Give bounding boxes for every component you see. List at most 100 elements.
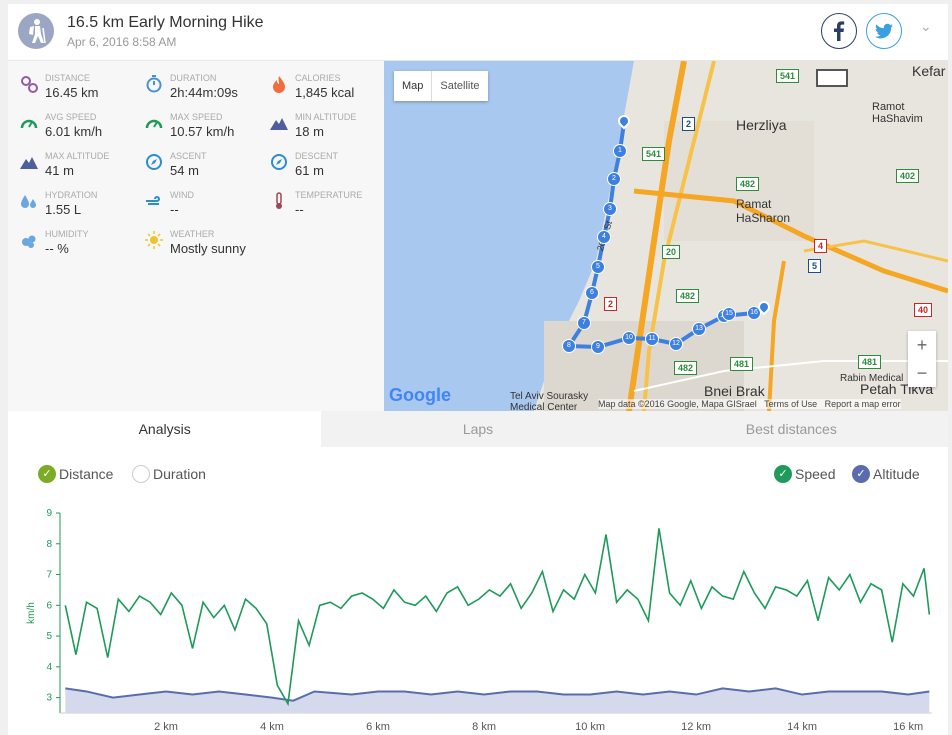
speed-toggle[interactable]: ✓ Speed [774, 465, 835, 483]
stat-temperature: TEMPERATURE -- [270, 188, 390, 224]
route-marker[interactable]: 12 [669, 337, 683, 351]
city-label-herzliya: Herzliya [736, 117, 787, 133]
x-tick-label: 4 km [260, 721, 284, 733]
road-shield: 541 [642, 147, 666, 161]
duration-toggle-label: Duration [153, 466, 206, 482]
activity-card: 16.5 km Early Morning Hike Apr 6, 2016 8… [8, 4, 948, 735]
mountain-icon [270, 118, 288, 130]
route-marker[interactable]: 15 [722, 307, 736, 321]
tab-analysis[interactable]: Analysis [8, 411, 322, 447]
stat-weather: WEATHER Mostly sunny [145, 227, 265, 263]
local-road [633, 360, 948, 392]
road-shield: 20 [662, 245, 681, 259]
chevron-down-icon[interactable]: ⌄ [920, 18, 932, 34]
stat-distance: DISTANCE 16.45 km [20, 71, 140, 107]
stat-label: AVG SPEED [45, 112, 97, 122]
speed-series-line [64, 528, 931, 707]
route-marker[interactable]: 7 [577, 316, 591, 330]
route-marker[interactable]: 4 [597, 230, 611, 244]
report-link[interactable]: Report a map error [824, 399, 901, 409]
route-marker[interactable]: 9 [591, 340, 605, 354]
y-tick-label: 9 [46, 508, 52, 519]
x-tick-label: 10 km [575, 721, 605, 733]
activity-title: 16.5 km Early Morning Hike [67, 14, 264, 31]
route-marker[interactable]: 8 [562, 339, 576, 353]
route-map[interactable]: Map Satellite Herzliya Ramat HaSharon Ra… [384, 61, 948, 411]
x-tick-label: 6 km [366, 721, 390, 733]
facebook-icon [834, 21, 845, 41]
stat-hydration: HYDRATION 1.55 L [20, 188, 140, 224]
highway-5 [633, 188, 948, 294]
city-label-ramot-hashavim: Ramot HaShavim [872, 101, 923, 125]
route-marker[interactable]: 3 [603, 202, 617, 216]
satellite-view-button[interactable]: Satellite [431, 71, 487, 101]
stat-value: 6.01 km/h [45, 124, 103, 139]
terms-link[interactable]: Terms of Use [764, 399, 818, 409]
y-tick-label: 8 [46, 539, 52, 550]
stat-label: WIND [170, 190, 194, 200]
stat-label: TEMPERATURE [295, 190, 363, 200]
stat-value: 10.57 km/h [170, 124, 235, 139]
route-line [565, 122, 755, 350]
flame-icon [273, 76, 285, 93]
x-tick-label: 16 km [893, 721, 923, 733]
x-tick-label: 8 km [472, 721, 496, 733]
stat-label: WEATHER [170, 229, 215, 239]
stat-value: 18 m [295, 124, 324, 139]
fullscreen-icon[interactable] [816, 69, 848, 87]
speedometer-icon [20, 119, 38, 129]
stat-label: MIN ALTITUDE [295, 112, 357, 122]
sea-area [384, 61, 634, 411]
humidity-icon [22, 235, 36, 248]
checkmark-icon: ✓ [38, 465, 56, 483]
route-marker[interactable]: 5 [591, 260, 605, 274]
map-canvas [384, 61, 948, 411]
mountain-icon [20, 157, 38, 169]
stat-label: HYDRATION [45, 190, 98, 200]
route-marker[interactable]: 11 [645, 332, 659, 346]
route-marker[interactable]: 6 [585, 286, 599, 300]
map-view-button[interactable]: Map [402, 80, 424, 92]
road-shield: 541 [776, 69, 800, 83]
speed-toggle-label: Speed [795, 466, 836, 482]
zoom-in-button[interactable]: + [916, 335, 928, 355]
activity-date: Apr 6, 2016 8:58 AM [67, 35, 177, 49]
road-shield: 482 [674, 361, 698, 375]
speedometer-icon [145, 119, 163, 129]
route-marker[interactable]: 10 [622, 331, 636, 345]
stat-calories: CALORIES 1,845 kcal [270, 71, 390, 107]
duration-toggle[interactable]: Duration [132, 465, 206, 483]
twitter-share-button[interactable] [866, 13, 902, 49]
highway-2 [626, 61, 687, 411]
facebook-share-button[interactable] [821, 13, 857, 49]
stat-humidity: HUMIDITY -- % [20, 227, 140, 263]
stat-value: 61 m [295, 163, 324, 178]
altitude-toggle[interactable]: ✓ Altitude [852, 465, 920, 483]
stopwatch-icon [146, 75, 162, 93]
stat-max-speed: MAX SPEED 10.57 km/h [145, 110, 265, 146]
stat-label: DURATION [170, 73, 217, 83]
highway-20 [642, 61, 716, 411]
zoom-out-button[interactable]: − [916, 363, 928, 383]
stat-label: HUMIDITY [45, 229, 89, 239]
route-marker[interactable]: 13 [692, 322, 706, 336]
y-tick-label: 6 [46, 600, 52, 611]
y-axis-label: km/h [26, 602, 37, 624]
checkmark-icon: ✓ [852, 465, 870, 483]
tab-best-distances[interactable]: Best distances [745, 421, 837, 437]
stat-label: ASCENT [170, 151, 207, 161]
stat-value: 41 m [45, 163, 74, 178]
stat-min-altitude: MIN ALTITUDE 18 m [270, 110, 390, 146]
route-marker[interactable]: 1 [613, 144, 627, 158]
distance-toggle[interactable]: ✓ Distance [38, 465, 113, 483]
chart-toggles: ✓ Distance Duration ✓ Speed ✓ Altitude [8, 459, 948, 485]
zoom-control: + − [908, 331, 936, 387]
altitude-toggle-label: Altitude [873, 466, 920, 482]
stat-value: -- [295, 202, 304, 217]
stat-value: 2h:44m:09s [170, 85, 238, 100]
altitude-area [65, 688, 930, 713]
tab-laps[interactable]: Laps [462, 421, 494, 437]
stat-avg-speed: AVG SPEED 6.01 km/h [20, 110, 140, 146]
x-tick-label: 12 km [681, 721, 711, 733]
route-marker[interactable]: 2 [607, 172, 621, 186]
